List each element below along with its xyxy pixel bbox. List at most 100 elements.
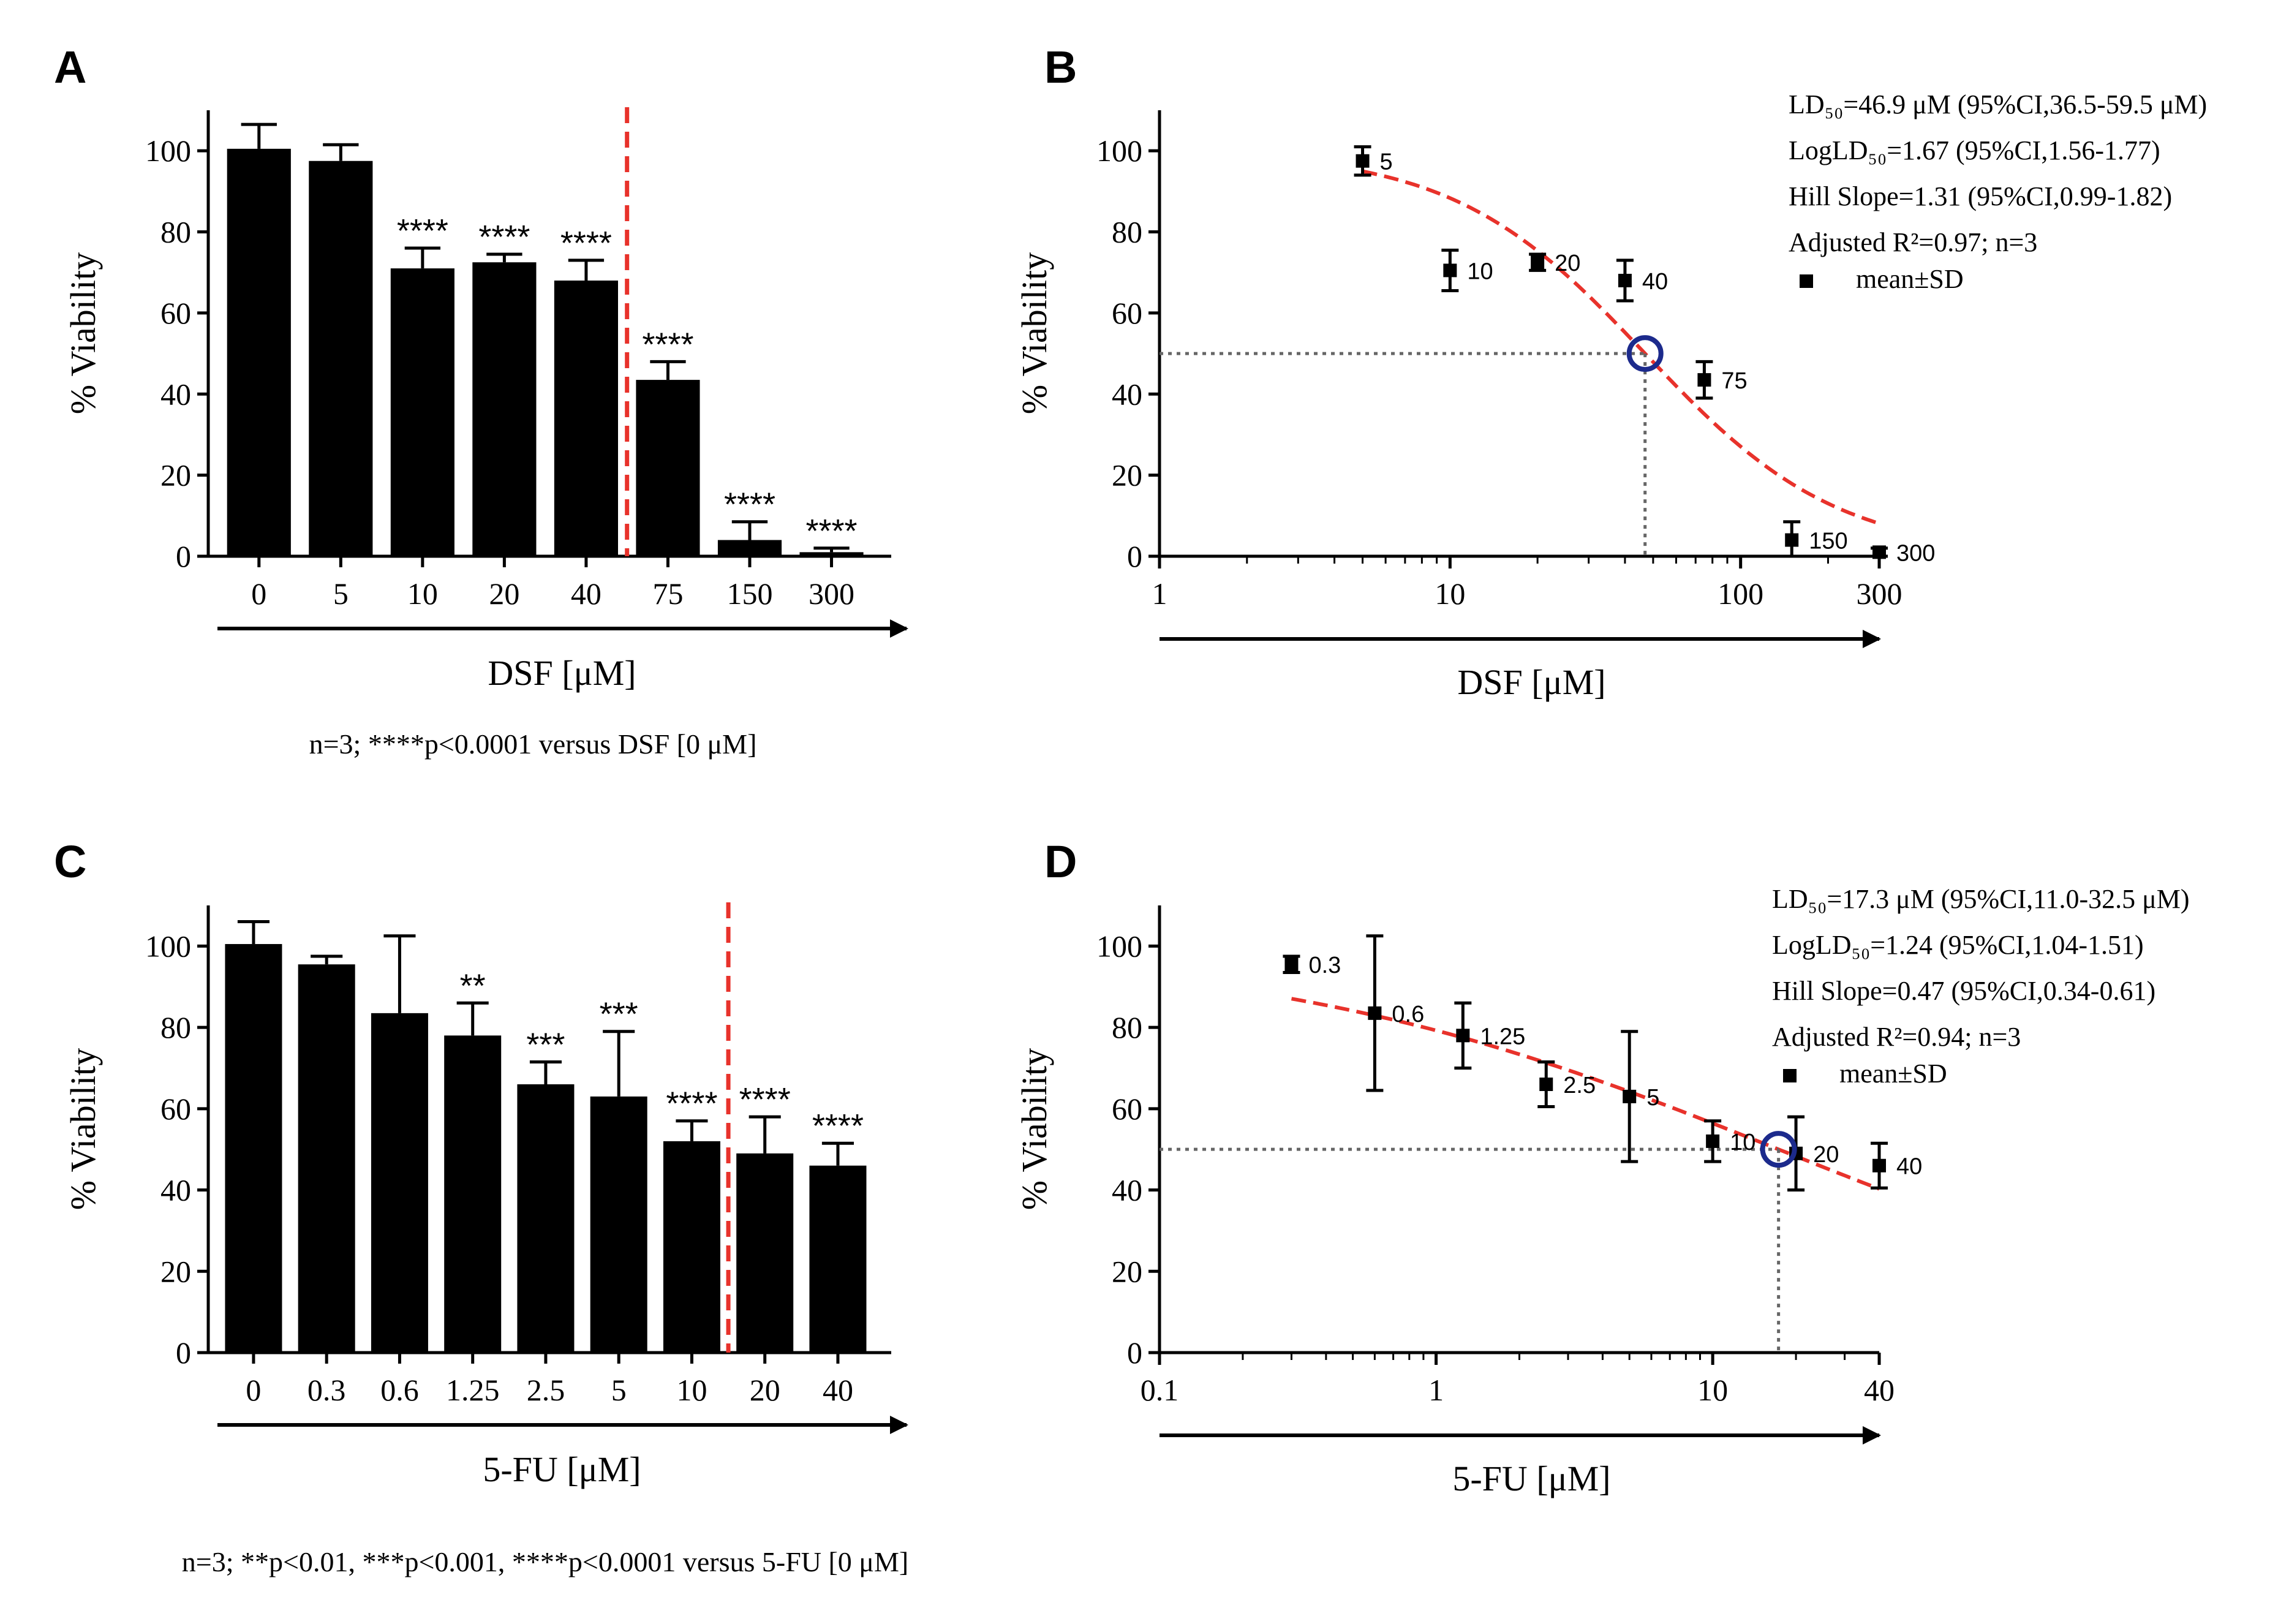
legend-label: mean±SD: [1856, 264, 1964, 294]
y-axis-title: % Viability: [1014, 1048, 1054, 1210]
bar: [225, 944, 282, 1353]
data-point: [1368, 1006, 1382, 1020]
bar: [517, 1084, 575, 1353]
stat-hill-slope: Hill Slope=0.47 (95%CI,0.34-0.61): [1772, 976, 2155, 1006]
stat-ld50: LD₅₀=17.3 μM (95%CI,11.0-32.5 μM): [1772, 884, 2190, 914]
bar: [472, 262, 537, 556]
y-tick-label: 20: [160, 1254, 191, 1288]
point-label: 0.3: [1308, 953, 1341, 978]
significance-label: ****: [642, 326, 693, 363]
y-tick-label: 20: [1112, 458, 1142, 493]
data-point: [1618, 273, 1632, 287]
y-tick-label: 40: [160, 377, 191, 411]
point-label: 20: [1555, 251, 1580, 276]
ld50-marker: [1626, 335, 1664, 372]
legend-marker: [1783, 1069, 1797, 1082]
y-tick-label: 40: [1112, 1173, 1142, 1207]
significance-label: ****: [805, 513, 857, 550]
panel-b: B 0 20 40 60 80 100 % Viability 1 10 100 300 5 10 20 40…: [1014, 42, 2207, 702]
panel-c: C 0 20 40 60 80 100 % Viability 0 0.3 0.6 1.25 ** 2.5…: [54, 836, 908, 1577]
panel-letter: C: [54, 836, 86, 887]
stat-log-ld50: LogLD₅₀=1.67 (95%CI,1.56-1.77): [1789, 135, 2160, 165]
x-tick-label: 2.5: [527, 1373, 565, 1407]
x-tick-label: 0.3: [307, 1373, 346, 1407]
data-point: [1872, 1158, 1886, 1173]
y-tick-label: 80: [160, 1010, 191, 1044]
x-tick-label: 0.6: [380, 1373, 419, 1407]
panel-d: D 0 20 40 60 80 100 % Viability 0.1 1 10 40 0.3 0.6 1.…: [1014, 836, 2190, 1498]
footnote: n=3; **p<0.01, ***p<0.001, ****p<0.0001 …: [182, 1546, 908, 1577]
data-point: [1872, 545, 1886, 559]
y-tick-label: 100: [145, 929, 191, 963]
y-tick-label: 60: [160, 296, 191, 330]
stat-hill-slope: Hill Slope=1.31 (95%CI,0.99-1.82): [1789, 181, 2172, 211]
x-tick-label: 300: [1857, 576, 1902, 611]
y-tick-label: 60: [160, 1092, 191, 1126]
x-tick-label: 1: [1428, 1373, 1444, 1407]
y-axis-title: % Viability: [63, 252, 103, 414]
y-tick-label: 80: [160, 215, 191, 249]
point-label: 40: [1896, 1154, 1922, 1180]
y-axis-title: % Viability: [1014, 252, 1054, 414]
x-tick-label: 150: [726, 576, 772, 611]
point-label: 5: [1646, 1085, 1659, 1111]
x-axis-title: 5-FU [μM]: [483, 1449, 641, 1489]
y-tick-label: 80: [1112, 1010, 1142, 1044]
bar: [590, 1096, 647, 1353]
point-label: 1.25: [1480, 1024, 1525, 1049]
data-point: [1785, 533, 1799, 547]
x-tick-label: 0: [251, 576, 266, 611]
significance-label: **: [460, 967, 486, 1004]
data-point: [1356, 154, 1370, 168]
point-label: 150: [1809, 529, 1847, 554]
significance-label: ****: [560, 225, 612, 262]
x-tick-label: 0: [246, 1373, 261, 1407]
significance-label: ****: [397, 213, 448, 249]
significance-label: ****: [666, 1086, 717, 1122]
panel-a: A 0 20 40 60 80 100 % Viability 0 5 10 **** 20 **** 40…: [54, 42, 908, 760]
ld50-marker: [1760, 1131, 1797, 1168]
point-label: 20: [1813, 1142, 1839, 1168]
y-tick-label: 100: [1096, 929, 1142, 963]
stat-r2: Adjusted R²=0.97; n=3: [1789, 227, 2037, 257]
legend-marker: [1800, 274, 1813, 288]
significance-label: ***: [526, 1027, 565, 1063]
x-tick-label: 40: [823, 1373, 853, 1407]
x-tick-label: 5: [333, 576, 349, 611]
y-axis-title: % Viability: [63, 1048, 103, 1210]
stat-ld50: LD₅₀=46.9 μM (95%CI,36.5-59.5 μM): [1789, 89, 2207, 119]
x-tick-label: 10: [1697, 1373, 1728, 1407]
point-label: 2.5: [1563, 1073, 1596, 1098]
x-tick-label: 40: [571, 576, 601, 611]
bar: [799, 552, 864, 556]
bar: [554, 280, 618, 556]
data-point: [1697, 373, 1711, 387]
x-axis-title: 5-FU [μM]: [1452, 1459, 1610, 1498]
stat-r2: Adjusted R²=0.94; n=3: [1772, 1022, 2021, 1052]
point-label: 75: [1721, 368, 1747, 394]
fit-curve: [1291, 997, 1880, 1191]
stat-log-ld50: LogLD₅₀=1.24 (95%CI,1.04-1.51): [1772, 930, 2144, 960]
y-tick-label: 40: [1112, 377, 1142, 411]
y-tick-label: 100: [145, 134, 191, 168]
y-tick-label: 60: [1112, 1092, 1142, 1126]
significance-label: ***: [600, 996, 638, 1033]
data-point: [1623, 1089, 1637, 1103]
bar: [717, 540, 782, 556]
x-tick-label: 10: [407, 576, 438, 611]
point-label: 10: [1730, 1130, 1755, 1155]
y-tick-label: 20: [1112, 1254, 1142, 1288]
data-point: [1443, 263, 1457, 278]
y-tick-label: 100: [1096, 134, 1142, 168]
x-tick-label: 20: [489, 576, 519, 611]
x-tick-label: 1: [1152, 576, 1167, 611]
y-tick-label: 40: [160, 1173, 191, 1207]
bar: [736, 1153, 794, 1353]
y-tick-label: 0: [176, 539, 191, 573]
bar: [663, 1141, 720, 1353]
panel-letter: B: [1044, 42, 1077, 93]
data-point: [1284, 957, 1299, 972]
x-axis-title: DSF [μM]: [488, 653, 636, 693]
point-label: 10: [1467, 259, 1493, 284]
